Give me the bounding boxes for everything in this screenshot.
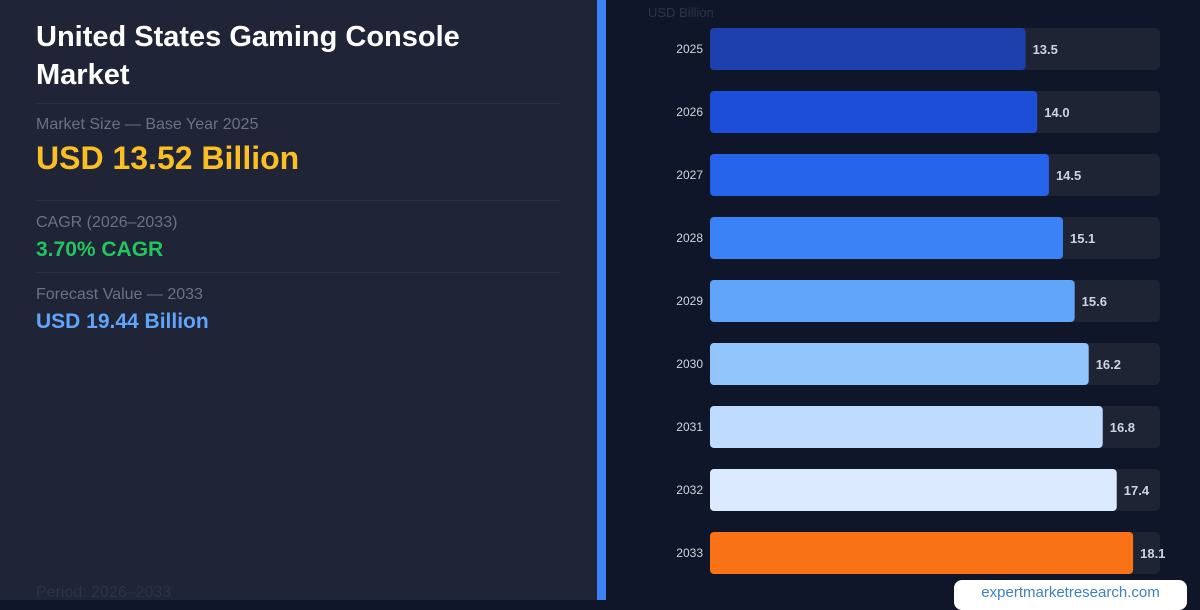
page-title: United States Gaming Console Market	[36, 21, 460, 91]
watermark: expertmarketresearch.com	[954, 580, 1187, 610]
bar-chart: 2025 13.5 2026 14.0 2027 14.5 2028 15.1 2029 15.6…	[676, 28, 1165, 574]
chart-panel: USD Billion 2025 13.5 2026 14.0 2027 14.5 2028…	[606, 0, 1200, 600]
category-label: 2031	[676, 420, 703, 434]
unit-label: USD Billion	[648, 5, 714, 20]
value-label: 15.1	[1070, 231, 1095, 246]
bar-2026	[710, 91, 1038, 133]
category-label: 2029	[676, 294, 703, 308]
value-label: 16.8	[1110, 420, 1135, 435]
bar-2033	[710, 532, 1134, 574]
divider	[36, 103, 560, 104]
value-label: 17.4	[1124, 483, 1150, 498]
market-size-label: Market Size — Base Year 2025	[36, 116, 259, 133]
value-label: 18.1	[1140, 546, 1165, 561]
bar-2028	[710, 217, 1063, 259]
market-size-value: USD 13.52 Billion	[36, 140, 300, 176]
bar-2031	[710, 406, 1103, 448]
cagr-label: CAGR (2026–2033)	[36, 214, 178, 231]
value-label: 14.0	[1044, 105, 1069, 120]
category-label: 2025	[676, 42, 703, 56]
bar-2027	[710, 154, 1049, 196]
category-label: 2026	[676, 105, 703, 119]
accent-separator	[597, 0, 606, 600]
category-label: 2027	[676, 168, 703, 182]
divider	[36, 272, 560, 273]
period-label: Period: 2026–2033	[36, 584, 172, 601]
value-label: 13.5	[1033, 42, 1058, 57]
cagr-value: 3.70% CAGR	[36, 238, 164, 261]
value-label: 14.5	[1056, 168, 1081, 183]
category-label: 2028	[676, 231, 703, 245]
forecast-label: Forecast Value — 2033	[36, 286, 203, 303]
divider	[36, 200, 560, 201]
summary-panel: United States Gaming Console Market Mark…	[0, 0, 597, 601]
bar-2032	[710, 469, 1117, 511]
category-label: 2033	[676, 546, 703, 560]
bar-2029	[710, 280, 1075, 322]
bar-2025	[710, 28, 1026, 70]
category-label: 2032	[676, 483, 703, 497]
bar-2030	[710, 343, 1089, 385]
category-label: 2030	[676, 357, 703, 371]
value-label: 16.2	[1096, 357, 1121, 372]
value-label: 15.6	[1082, 294, 1107, 309]
forecast-value: USD 19.44 Billion	[36, 310, 209, 333]
